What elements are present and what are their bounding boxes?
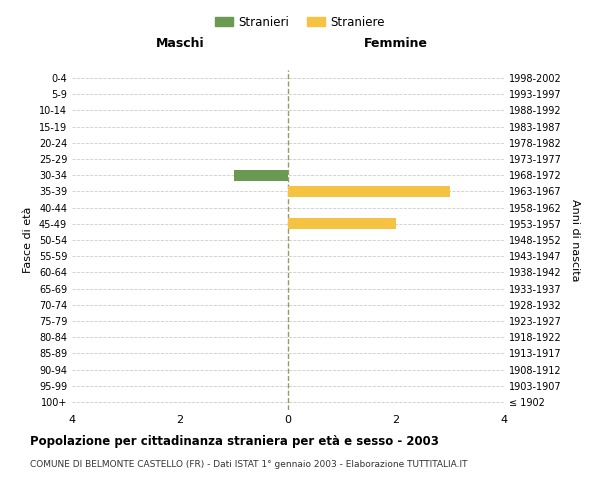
Text: Popolazione per cittadinanza straniera per età e sesso - 2003: Popolazione per cittadinanza straniera p…	[30, 435, 439, 448]
Bar	[288, 186, 450, 197]
Y-axis label: Anni di nascita: Anni di nascita	[570, 198, 580, 281]
Text: COMUNE DI BELMONTE CASTELLO (FR) - Dati ISTAT 1° gennaio 2003 - Elaborazione TUT: COMUNE DI BELMONTE CASTELLO (FR) - Dati …	[30, 460, 467, 469]
Y-axis label: Fasce di età: Fasce di età	[23, 207, 33, 273]
Text: Maschi: Maschi	[155, 37, 205, 50]
Bar	[234, 170, 288, 181]
Bar	[288, 218, 396, 230]
Legend: Stranieri, Straniere: Stranieri, Straniere	[210, 11, 390, 34]
Text: Femmine: Femmine	[364, 37, 428, 50]
